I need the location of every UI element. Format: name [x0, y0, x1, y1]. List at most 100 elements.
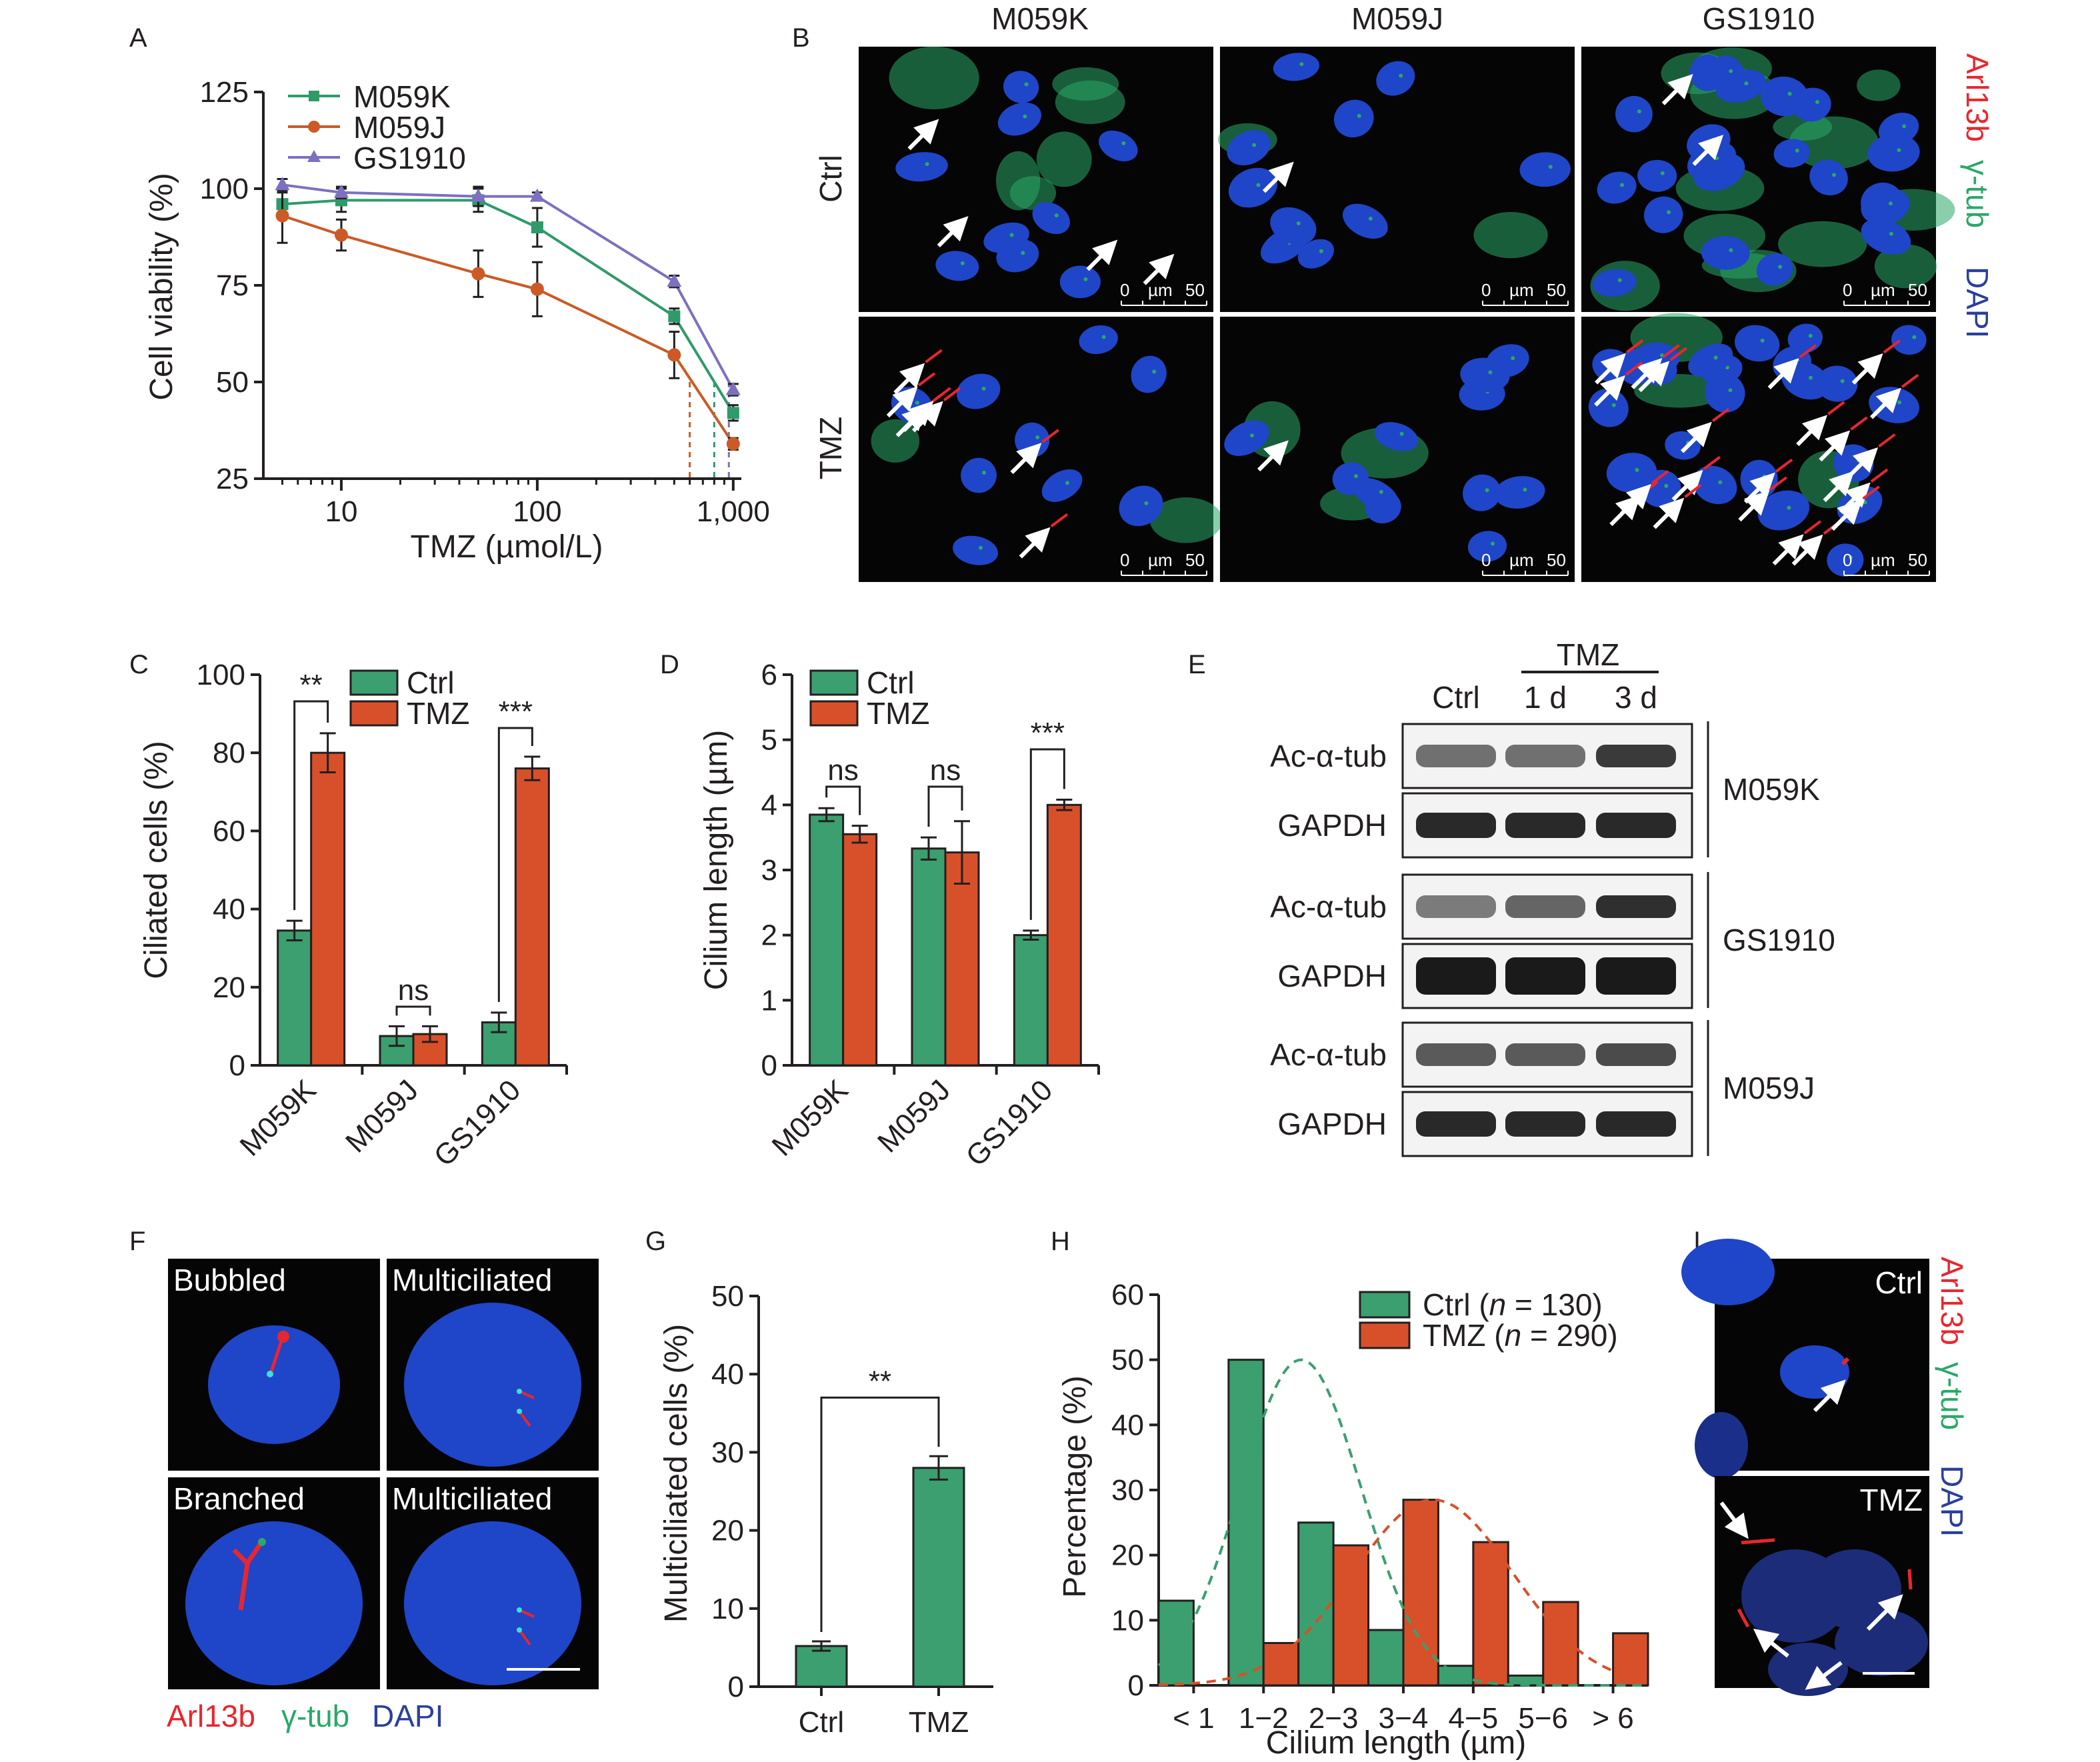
nucleus	[1273, 53, 1320, 81]
cilium	[933, 387, 951, 401]
centrosome-dot	[1523, 487, 1527, 492]
arrow-icon	[1086, 239, 1118, 271]
cilium	[1669, 347, 1687, 361]
chart-d-ylabel: Cilium length (µm)	[699, 730, 734, 990]
arrow-icon	[1262, 161, 1294, 193]
chart-d-cilium-length: Cilium length (µm) 0 1 2 3 4 5 6 M059K ns M059J ns…	[699, 659, 1100, 1173]
centrosome-dot	[1778, 265, 1783, 269]
nucleus	[1861, 218, 1911, 255]
legend-f-dapi: DAPI	[372, 1699, 443, 1733]
micrograph-tile: Multiciliated	[387, 1259, 599, 1471]
nucleus	[996, 239, 1039, 273]
nucleus	[1228, 167, 1278, 208]
nucleus	[1059, 265, 1101, 299]
chartD-ytick-label: 0	[761, 1049, 777, 1082]
blot-band	[1596, 813, 1676, 838]
centrosome-dot	[1144, 501, 1149, 505]
blot-band	[1416, 745, 1496, 767]
scale-bar-value: 50	[1185, 550, 1205, 570]
nucleus	[1003, 71, 1039, 103]
gamma-tub-signal	[1778, 221, 1867, 267]
blot-header-tmz: TMZ	[1557, 637, 1620, 672]
scale-bar-unit: µm	[1871, 280, 1895, 300]
chart-g-sig-label: **	[869, 1365, 891, 1397]
centrosome-dot	[267, 1371, 273, 1377]
chart-a-ytick-label: 100	[200, 173, 249, 205]
blot-group-label: GS1910	[1723, 923, 1835, 957]
legend-i-gamma-tub: γ-tub	[1935, 1362, 1969, 1430]
panel-b-col-m059k: M059K	[991, 1, 1089, 36]
chart-h-xtick-label: 4−5	[1449, 1702, 1499, 1735]
chart-h-bar-ctrl	[1227, 1359, 1265, 1687]
chart-g-bar	[795, 1645, 848, 1688]
centrosome-dot	[1399, 431, 1404, 436]
nucleus	[404, 1303, 581, 1467]
centrosome-dot	[1485, 488, 1489, 493]
nucleus	[1780, 1345, 1849, 1399]
chart-a-legend-label: M059K	[353, 79, 451, 114]
nucleus	[1693, 465, 1737, 505]
centrosome-dot	[1488, 370, 1493, 375]
chartC-sig-bracket	[395, 1005, 431, 1016]
chartC-bar-tmz	[310, 751, 346, 1067]
chartD-legend-label: TMZ	[867, 696, 930, 731]
centrosome-dot	[517, 1389, 522, 1394]
legend-f-gamma-tub: γ-tub	[281, 1699, 349, 1733]
blot-band	[1416, 1043, 1496, 1066]
chartD-sig-label: ns	[930, 754, 961, 787]
chart-h-xtick-label: 2−3	[1309, 1702, 1359, 1735]
chartC-legend-swatch	[349, 700, 399, 727]
chart-a-point-gs1910	[725, 381, 741, 395]
micrograph-tile: 0 µm 50	[1220, 317, 1575, 582]
arrow-icon	[1653, 497, 1685, 529]
chart-a-point-gs1910	[667, 273, 682, 287]
blot-row-label: Ac-α-tub	[1270, 739, 1387, 773]
arrow-icon	[1823, 471, 1855, 503]
micrograph-tile: Multiciliated	[387, 1477, 599, 1689]
chart-a-point-m059k	[727, 407, 739, 419]
blot-band	[1596, 1043, 1676, 1066]
chartD-ytick-label: 5	[761, 724, 777, 757]
cilium	[1841, 1357, 1850, 1366]
chart-h-fit-tmz	[1158, 1498, 1649, 1687]
arrow-icon	[1847, 447, 1879, 479]
panel-letter-d: D	[660, 650, 679, 679]
arrow-icon	[1595, 353, 1626, 385]
centrosome-dot	[1296, 221, 1301, 225]
nucleus	[1131, 355, 1167, 393]
nucleus	[1643, 196, 1683, 233]
chartC-ytick-label: 60	[213, 815, 245, 847]
arrow-icon	[886, 386, 918, 418]
centrosome-dot	[1399, 73, 1403, 78]
nucleus	[185, 1521, 363, 1685]
blot-band	[1596, 957, 1676, 995]
chartD-ytick-label: 1	[761, 984, 777, 1017]
scale-bar-value: 50	[1908, 280, 1927, 300]
nucleus	[208, 1325, 340, 1444]
chart-h-ytick-label: 10	[1111, 1604, 1144, 1637]
cilium	[1862, 485, 1880, 500]
nucleus	[1861, 187, 1910, 225]
chart-a-point-m059j	[726, 437, 740, 451]
nucleus	[1891, 325, 1927, 355]
chart-g-ytick-label: 20	[711, 1515, 744, 1547]
nucleus	[404, 1521, 581, 1685]
cilium	[925, 349, 943, 363]
blot-lane-1d: 1 d	[1524, 680, 1567, 715]
micrograph-tile: 0 µm 50	[859, 317, 1223, 582]
centrosome-dot	[1795, 148, 1799, 153]
cilium	[1741, 1538, 1775, 1545]
arrow-icon	[1671, 469, 1703, 501]
legend-gamma-tub: γ-tub	[1960, 160, 1995, 228]
chart-h-bar-ctrl	[1297, 1521, 1335, 1687]
arrow-icon	[1772, 534, 1804, 566]
micrograph-tile: TMZ	[1715, 1476, 1929, 1696]
centrosome-dot	[1857, 458, 1861, 463]
arrow-icon	[1594, 375, 1625, 407]
chart-a-point-gs1910	[333, 184, 349, 198]
centrosome-dot	[1256, 183, 1261, 187]
chartC-sig-label: ns	[398, 974, 429, 1007]
centrosome-dot	[1729, 248, 1733, 253]
chartD-bar-ctrl	[809, 813, 845, 1067]
blot-group-label: M059K	[1723, 772, 1820, 807]
